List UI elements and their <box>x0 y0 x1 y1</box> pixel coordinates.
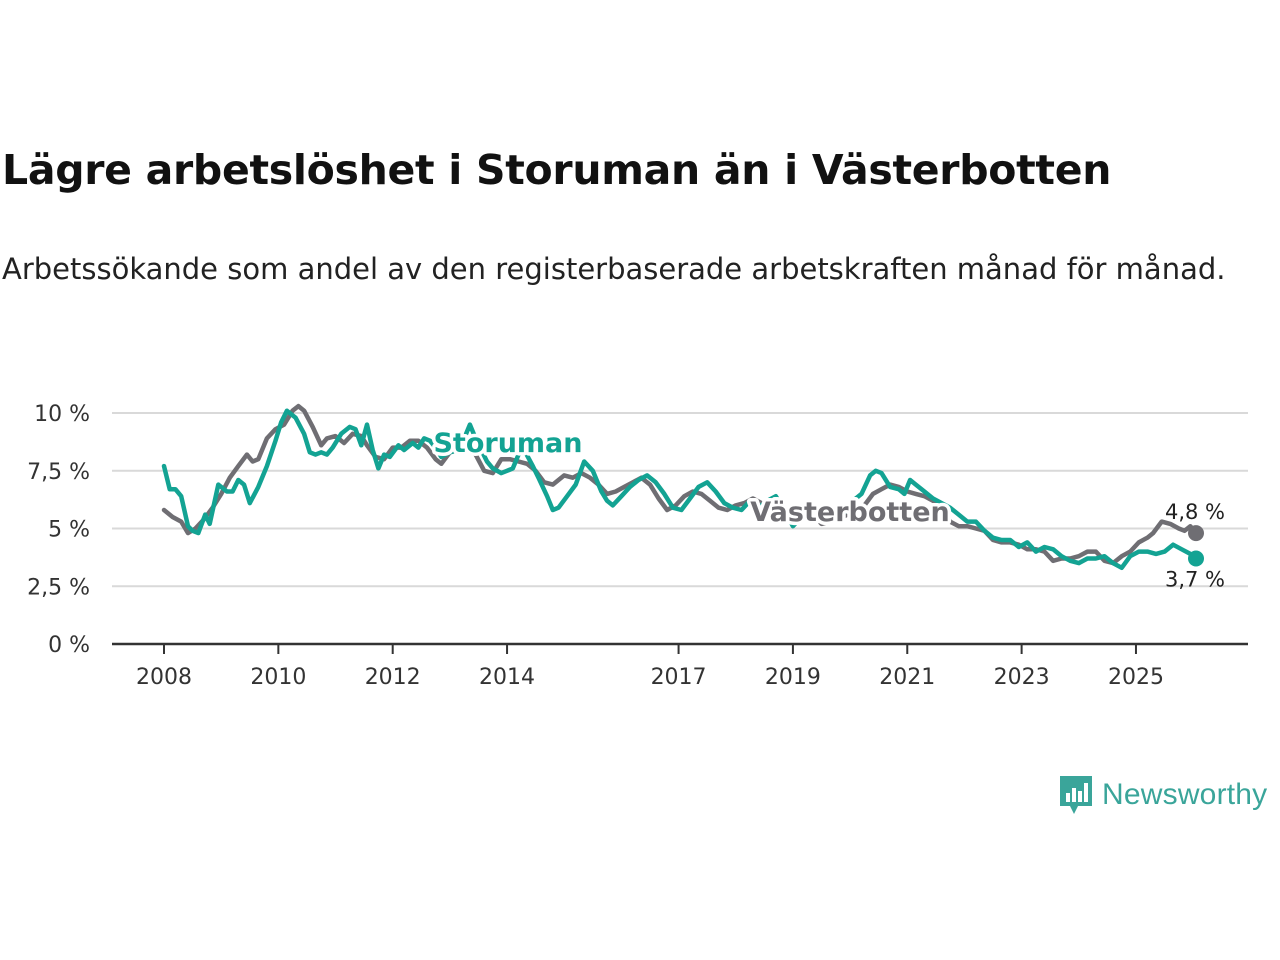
brand-name: Newsworthy <box>1102 778 1268 811</box>
series-line-storuman <box>161 408 1199 571</box>
series-labels: 4,8 % 3,7 % Storuman Västerbotten <box>430 425 1225 592</box>
series-line-västerbotten <box>161 403 1199 566</box>
x-tick-label: 2014 <box>479 665 535 690</box>
y-tick-label: 10 % <box>34 402 90 427</box>
line-chart: 0 % 2,5 % 5 % 7,5 % 10 % 2008 2010 2012 2014 201… <box>27 402 1248 690</box>
x-tick-label: 2017 <box>651 665 707 690</box>
end-value-label: 3,7 % <box>1165 568 1225 592</box>
y-tick-label: 0 % <box>48 633 90 658</box>
y-tick-label: 7,5 % <box>27 460 90 485</box>
x-tick-label: 2023 <box>994 665 1050 690</box>
end-point-västerbotten <box>1188 525 1204 542</box>
x-tick-label: 2019 <box>765 665 821 690</box>
chart-title: Lägre arbetslöshet i Storuman än i Väste… <box>2 146 1112 194</box>
series-name-label: Västerbotten <box>750 497 949 528</box>
x-tick-label: 2010 <box>250 665 306 690</box>
newsworthy-logo: Newsworthy <box>1058 772 1267 818</box>
end-value-label: 4,8 % <box>1165 500 1225 524</box>
chart-subtitle: Arbetssökande som andel av den registerb… <box>2 252 1226 286</box>
x-tick-label: 2025 <box>1108 665 1164 690</box>
x-axis-ticks: 2008 2010 2012 2014 2017 2019 2021 2023 2025 <box>136 644 1164 690</box>
x-tick-label: 2012 <box>365 665 421 690</box>
x-tick-label: 2008 <box>136 665 192 690</box>
y-tick-label: 5 % <box>48 518 90 543</box>
bar-chart-icon <box>1060 776 1092 814</box>
y-tick-label: 2,5 % <box>27 575 90 600</box>
y-axis-ticks: 0 % 2,5 % 5 % 7,5 % 10 % <box>27 402 90 658</box>
series-name-label: Storuman <box>433 428 582 459</box>
x-tick-label: 2021 <box>879 665 935 690</box>
grid-lines <box>112 412 1248 588</box>
series-lines <box>161 403 1204 571</box>
end-point-storuman <box>1188 550 1204 567</box>
